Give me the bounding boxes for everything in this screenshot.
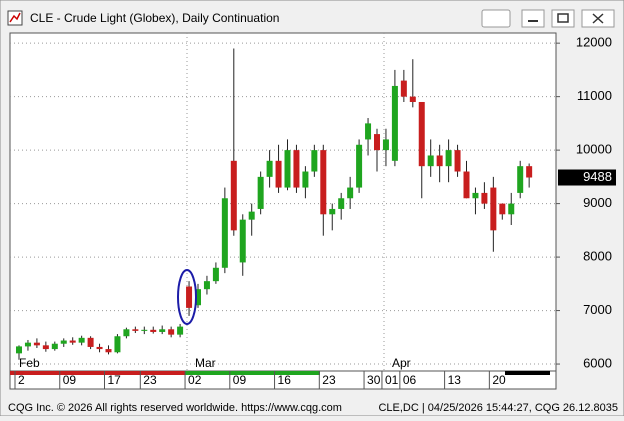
month-label: Feb [19, 356, 40, 370]
last-price-label: 9488 [583, 169, 612, 184]
candle-body [436, 155, 443, 167]
close-icon [592, 13, 604, 24]
x-tick-label: 17 [108, 373, 122, 387]
candle-body [293, 150, 300, 188]
candle-body [51, 343, 58, 350]
candle-body [177, 326, 184, 335]
maximize-button[interactable] [551, 9, 575, 28]
x-tick-label: 09 [63, 373, 77, 387]
candle-body [391, 85, 398, 161]
window-title: CLE - Crude Light (Globex), Daily Contin… [30, 11, 279, 25]
candle-body [418, 101, 425, 167]
candle-body [284, 150, 291, 188]
minimize-button[interactable] [521, 9, 545, 28]
x-tick-label: 01 [385, 373, 399, 387]
candle-body [96, 346, 103, 350]
x-tick-label: 23 [143, 373, 157, 387]
app-icon-graph [9, 12, 21, 23]
candle-body [212, 267, 219, 282]
x-tick-label: 30 [367, 373, 381, 387]
candle-body [230, 160, 237, 231]
candle-body [203, 281, 210, 290]
month-label: Mar [195, 356, 216, 370]
maximize-icon [557, 13, 569, 23]
period-bar [185, 371, 320, 375]
candle-body [374, 134, 380, 151]
y-tick-label: 6000 [583, 355, 612, 370]
candle-body [221, 198, 228, 268]
candle-body [365, 123, 372, 140]
candle-body [481, 192, 488, 204]
candle-body [517, 166, 524, 193]
candle-body [320, 150, 327, 215]
x-tick-label: 13 [448, 373, 462, 387]
x-tick-label: 02 [188, 373, 202, 387]
candle-body [150, 329, 157, 332]
candle-body [382, 139, 389, 151]
x-tick-label: 20 [492, 373, 506, 387]
candle-body [60, 340, 67, 344]
candle-body [42, 345, 49, 350]
candle-body [490, 187, 497, 231]
candle-body [472, 192, 479, 199]
candle-body [400, 80, 407, 97]
candle-body [311, 150, 318, 172]
candle-body [508, 203, 515, 215]
x-tick-label: 16 [278, 373, 292, 387]
footer-copyright: CQG Inc. © 2026 All rights reserved worl… [8, 402, 342, 414]
plot-area [9, 32, 557, 372]
candle-body [168, 329, 175, 335]
candle-body [16, 346, 22, 354]
candle-body [347, 187, 354, 199]
candle-body [338, 198, 345, 209]
candle-body [159, 329, 166, 332]
candle-body [24, 342, 31, 347]
x-tick-label: 2 [18, 373, 25, 387]
candle-body [105, 349, 112, 353]
x-tick-label: 23 [322, 373, 336, 387]
highlight-circle [177, 269, 197, 325]
last-price-box [558, 169, 616, 186]
candle-body [445, 150, 452, 167]
candle-body [87, 337, 94, 347]
candle-body [114, 336, 121, 353]
candle-body [123, 329, 130, 337]
candle-body [239, 219, 246, 263]
footer-status: CLE,DC | 04/25/2026 15:44:27, CQG 26.12.… [378, 402, 618, 414]
candle-body [195, 289, 201, 306]
y-tick-label: 10000 [576, 142, 612, 157]
candle-body [186, 286, 193, 308]
candle-body [427, 155, 434, 167]
x-tick-label: 06 [403, 373, 417, 387]
y-tick-label: 12000 [576, 35, 612, 50]
candle-body [257, 176, 264, 209]
candle-body [329, 208, 336, 215]
candle-body [463, 171, 470, 199]
candle-body [356, 144, 363, 188]
period-bar [505, 371, 550, 375]
period-bar [10, 371, 185, 375]
candle-body [275, 160, 282, 188]
candle-body [78, 337, 85, 343]
y-tick-label: 11000 [577, 88, 612, 103]
candle-body [248, 211, 255, 220]
x-tick-label: 09 [233, 373, 247, 387]
candle-body [499, 203, 506, 215]
candle-body [141, 329, 148, 331]
candle-body [526, 166, 533, 178]
candle-body [454, 150, 461, 172]
candle-body [132, 329, 139, 331]
candle-body [33, 342, 40, 346]
candle-body [266, 160, 273, 177]
y-tick-label: 7000 [583, 302, 612, 317]
candle-body [302, 171, 309, 188]
link-button[interactable] [481, 9, 511, 28]
y-tick-label: 9000 [583, 195, 612, 210]
month-label: Apr [392, 356, 411, 370]
y-tick-label: 8000 [583, 249, 612, 264]
candle-body [409, 96, 416, 102]
candle-body [69, 340, 76, 343]
